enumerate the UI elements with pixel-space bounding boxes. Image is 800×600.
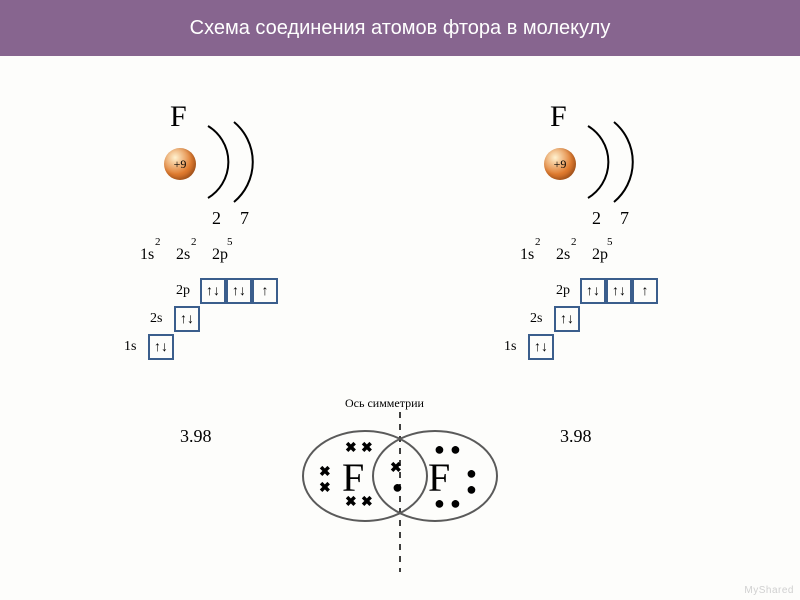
rd-top-2: ●	[450, 440, 461, 458]
shells-right	[568, 120, 658, 210]
rd-bot-1: ●	[434, 494, 445, 512]
orb-label-right-0: 2p	[556, 283, 570, 299]
config-base-right-2: 2p	[592, 246, 608, 264]
shell-count-2-right: 7	[620, 208, 629, 229]
config-exp-right-1: 2	[571, 236, 577, 248]
shell-count-2-left: 7	[240, 208, 249, 229]
config-base-right-1: 2s	[556, 246, 570, 264]
lx-left-1: ✖	[319, 466, 331, 480]
orb-cell-left-2-0: ↑↓	[148, 334, 174, 360]
config-exp-left-1: 2	[191, 236, 197, 248]
en-right: 3.98	[560, 426, 592, 447]
config-exp-left-0: 2	[155, 236, 161, 248]
shells-left	[188, 120, 278, 210]
config-exp-left-2: 5	[227, 236, 233, 248]
lx-left-2: ✖	[319, 482, 331, 496]
watermark: MyShared	[744, 585, 794, 596]
rd-bot-2: ●	[450, 494, 461, 512]
orb-label-right-2: 1s	[504, 339, 516, 355]
shell-count-1-right: 2	[592, 208, 601, 229]
lx-bot-2: ✖	[361, 496, 373, 510]
rd-right-2: ●	[466, 480, 477, 498]
config-base-left-0: 1s	[140, 246, 154, 264]
orb-cell-right-0-1: ↑↓	[606, 278, 632, 304]
config-exp-right-2: 5	[607, 236, 613, 248]
orb-label-left-2: 1s	[124, 339, 136, 355]
config-base-left-2: 2p	[212, 246, 228, 264]
orb-cell-right-0-2: ↑	[632, 278, 658, 304]
config-base-left-1: 2s	[176, 246, 190, 264]
en-left: 3.98	[180, 426, 212, 447]
orb-label-left-0: 2p	[176, 283, 190, 299]
rd-top-1: ●	[434, 440, 445, 458]
shared-x: ✖	[390, 462, 402, 476]
diagram-stage: MyShared F+9 271s22s22p52p↑↓↑↓↑2s↑↓1s↑↓3…	[0, 56, 800, 600]
title-banner: Схема соединения атомов фтора в молекулу	[0, 0, 800, 56]
axis-label: Ось симметрии	[345, 396, 424, 411]
orb-cell-left-0-1: ↑↓	[226, 278, 252, 304]
orb-cell-right-0-0: ↑↓	[580, 278, 606, 304]
config-base-right-0: 1s	[520, 246, 534, 264]
orb-cell-right-1-0: ↑↓	[554, 306, 580, 332]
orb-cell-left-0-2: ↑	[252, 278, 278, 304]
orb-label-right-1: 2s	[530, 311, 542, 327]
shell-count-1-left: 2	[212, 208, 221, 229]
orb-cell-left-1-0: ↑↓	[174, 306, 200, 332]
shared-d: ●	[392, 478, 403, 496]
lx-bot-1: ✖	[345, 496, 357, 510]
lewis-F-left: F	[342, 454, 364, 501]
orb-cell-left-0-0: ↑↓	[200, 278, 226, 304]
config-exp-right-0: 2	[535, 236, 541, 248]
lx-top-2: ✖	[361, 442, 373, 456]
element-symbol-right: F	[550, 100, 567, 134]
orb-cell-right-2-0: ↑↓	[528, 334, 554, 360]
lx-top-1: ✖	[345, 442, 357, 456]
orb-label-left-1: 2s	[150, 311, 162, 327]
element-symbol-left: F	[170, 100, 187, 134]
